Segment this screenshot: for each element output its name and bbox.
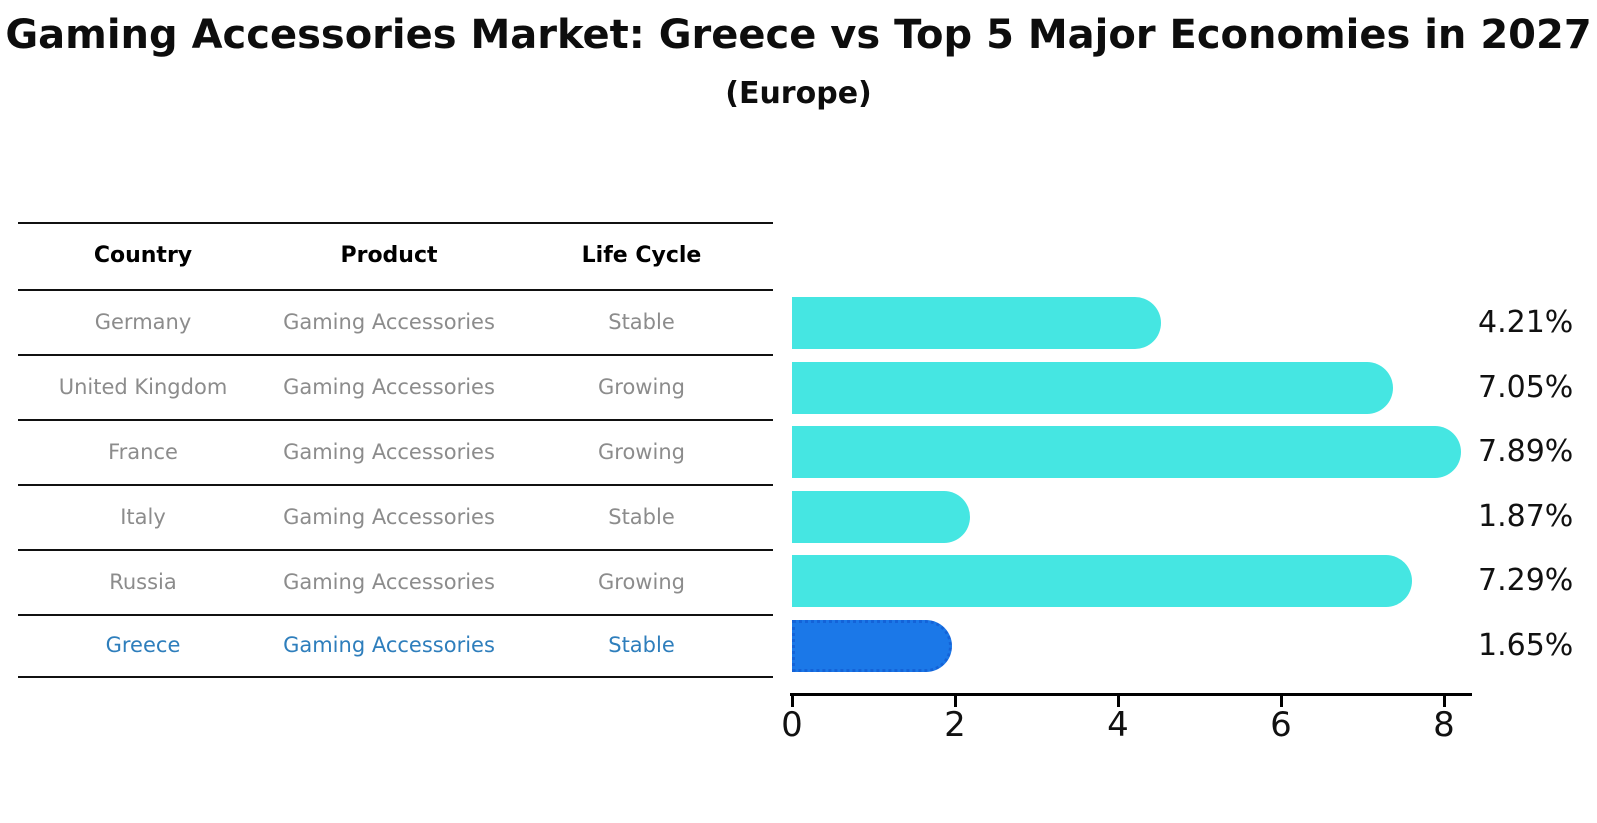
bar-value-label: 7.29% bbox=[1478, 563, 1574, 599]
table-header-life-cycle: Life Cycle bbox=[581, 243, 702, 268]
bar-value-label: 1.65% bbox=[1478, 628, 1574, 663]
cell-life-cycle: Growing bbox=[598, 569, 685, 594]
bar-italy bbox=[792, 490, 971, 543]
x-axis-line bbox=[790, 693, 1472, 696]
table-separator-line bbox=[18, 484, 773, 486]
x-axis-tick-label: 0 bbox=[781, 705, 803, 745]
table-separator-line bbox=[18, 419, 773, 421]
x-axis-tick-label: 2 bbox=[944, 705, 966, 745]
table-row-greece: Greece Gaming Accessories Stable bbox=[18, 614, 773, 676]
cell-country: Russia bbox=[109, 569, 177, 594]
table-separator-line bbox=[18, 222, 773, 224]
table-row-russia: Russia Gaming Accessories Growing bbox=[18, 549, 773, 614]
x-axis-tick bbox=[1116, 696, 1120, 707]
bar-value-label: 7.05% bbox=[1478, 369, 1574, 405]
x-axis-tick-label: 4 bbox=[1107, 705, 1129, 745]
table-row-italy: Italy Gaming Accessories Stable bbox=[18, 484, 773, 549]
table-header-country: Country bbox=[93, 243, 193, 268]
table-header-product: Product bbox=[340, 243, 438, 268]
table-separator-line bbox=[18, 614, 773, 616]
cell-life-cycle: Stable bbox=[608, 309, 675, 334]
table-separator-line bbox=[18, 549, 773, 551]
cell-life-cycle: Growing bbox=[598, 439, 685, 464]
table-separator-line bbox=[18, 289, 773, 291]
bar-france bbox=[792, 426, 1462, 479]
cell-product: Gaming Accessories bbox=[283, 569, 495, 594]
x-axis-tick bbox=[1279, 696, 1283, 707]
bar-germany bbox=[792, 297, 1162, 349]
table-separator-line bbox=[18, 676, 773, 678]
x-axis-tick-label: 8 bbox=[1433, 705, 1455, 745]
bar-value-label: 7.89% bbox=[1478, 434, 1574, 470]
cell-product: Gaming Accessories bbox=[283, 633, 495, 657]
cell-country: France bbox=[108, 439, 178, 464]
table-row-france: France Gaming Accessories Growing bbox=[18, 419, 773, 484]
cell-life-cycle: Growing bbox=[598, 374, 685, 399]
chart-title: Gaming Accessories Market: Greece vs Top… bbox=[5, 12, 1592, 58]
table-row-germany: Germany Gaming Accessories Stable bbox=[18, 289, 773, 354]
cell-country: Italy bbox=[120, 504, 166, 529]
cell-product: Gaming Accessories bbox=[283, 374, 495, 399]
cell-country: United Kingdom bbox=[58, 374, 228, 399]
cell-country: Greece bbox=[105, 633, 181, 657]
table-row-united-kingdom: United Kingdom Gaming Accessories Growing bbox=[18, 354, 773, 419]
cell-product: Gaming Accessories bbox=[283, 309, 495, 334]
table-header-row: Country Product Life Cycle bbox=[18, 222, 773, 289]
cell-life-cycle: Stable bbox=[608, 633, 675, 657]
x-axis-tick bbox=[790, 696, 794, 707]
x-axis-tick bbox=[1442, 696, 1446, 707]
bar-russia bbox=[792, 555, 1413, 608]
x-axis-tick-label: 6 bbox=[1270, 705, 1292, 745]
cell-product: Gaming Accessories bbox=[283, 439, 495, 464]
cell-country: Germany bbox=[94, 309, 192, 334]
bar-greece bbox=[792, 620, 953, 672]
cell-life-cycle: Stable bbox=[608, 504, 675, 529]
bar-united-kingdom bbox=[792, 361, 1393, 414]
chart-subtitle: (Europe) bbox=[725, 76, 872, 111]
bar-value-label: 1.87% bbox=[1478, 498, 1574, 534]
x-axis-tick bbox=[953, 696, 957, 707]
cell-product: Gaming Accessories bbox=[283, 504, 495, 529]
bar-value-label: 4.21% bbox=[1478, 305, 1574, 340]
table-separator-line bbox=[18, 354, 773, 356]
